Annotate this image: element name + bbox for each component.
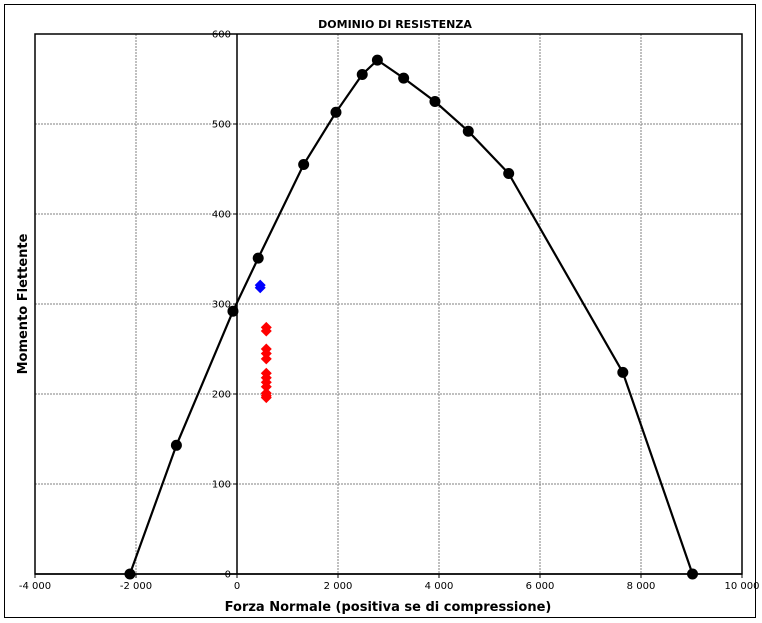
data-point <box>260 392 272 404</box>
data-point <box>254 279 266 291</box>
data-point <box>260 353 272 365</box>
x-tick-label: 2 000 <box>324 581 353 592</box>
data-point <box>124 568 136 580</box>
data-point <box>371 54 383 66</box>
y-tick-label: 300 <box>212 300 231 311</box>
y-tick-label: 0 <box>225 570 231 581</box>
data-point <box>330 106 342 118</box>
data-point <box>252 252 264 264</box>
data-point <box>617 366 629 378</box>
y-tick-label: 100 <box>212 480 231 491</box>
series-line <box>128 58 694 575</box>
data-point <box>260 381 272 393</box>
grid-layer <box>35 34 742 574</box>
x-tick-label: -2 000 <box>120 581 152 592</box>
data-point <box>356 69 368 80</box>
y-tick-label: 500 <box>212 120 231 131</box>
y-tick-label: 200 <box>212 390 231 401</box>
axis-layer: -4 000 -2 000 0 2 000 4 000 6 000 8 000 10 000 0… <box>19 30 760 593</box>
x-tick-label: -4 000 <box>19 581 51 592</box>
x-tick-label: 10 000 <box>725 581 760 592</box>
data-point <box>503 168 515 179</box>
data-point <box>462 125 474 137</box>
series-layer <box>124 54 699 580</box>
chart-title: DOMINIO DI RESISTENZA <box>318 18 472 31</box>
data-point <box>260 325 272 337</box>
data-point <box>298 159 310 170</box>
data-point <box>227 305 239 317</box>
x-tick-label: 8 000 <box>627 581 656 592</box>
data-point <box>687 568 699 580</box>
chart-frame <box>4 4 756 618</box>
y-axis-title: Momento Flettente <box>16 233 31 374</box>
y-tick-label: 600 <box>212 30 231 41</box>
data-point <box>170 439 182 451</box>
x-tick-label: 6 000 <box>526 581 555 592</box>
x-tick-label: 0 <box>234 581 240 592</box>
x-axis-title: Forza Normale (positiva se di compressio… <box>225 600 552 615</box>
x-tick-label: 4 000 <box>425 581 454 592</box>
data-point <box>429 96 441 107</box>
y-tick-label: 400 <box>212 210 231 221</box>
data-point <box>398 72 410 84</box>
